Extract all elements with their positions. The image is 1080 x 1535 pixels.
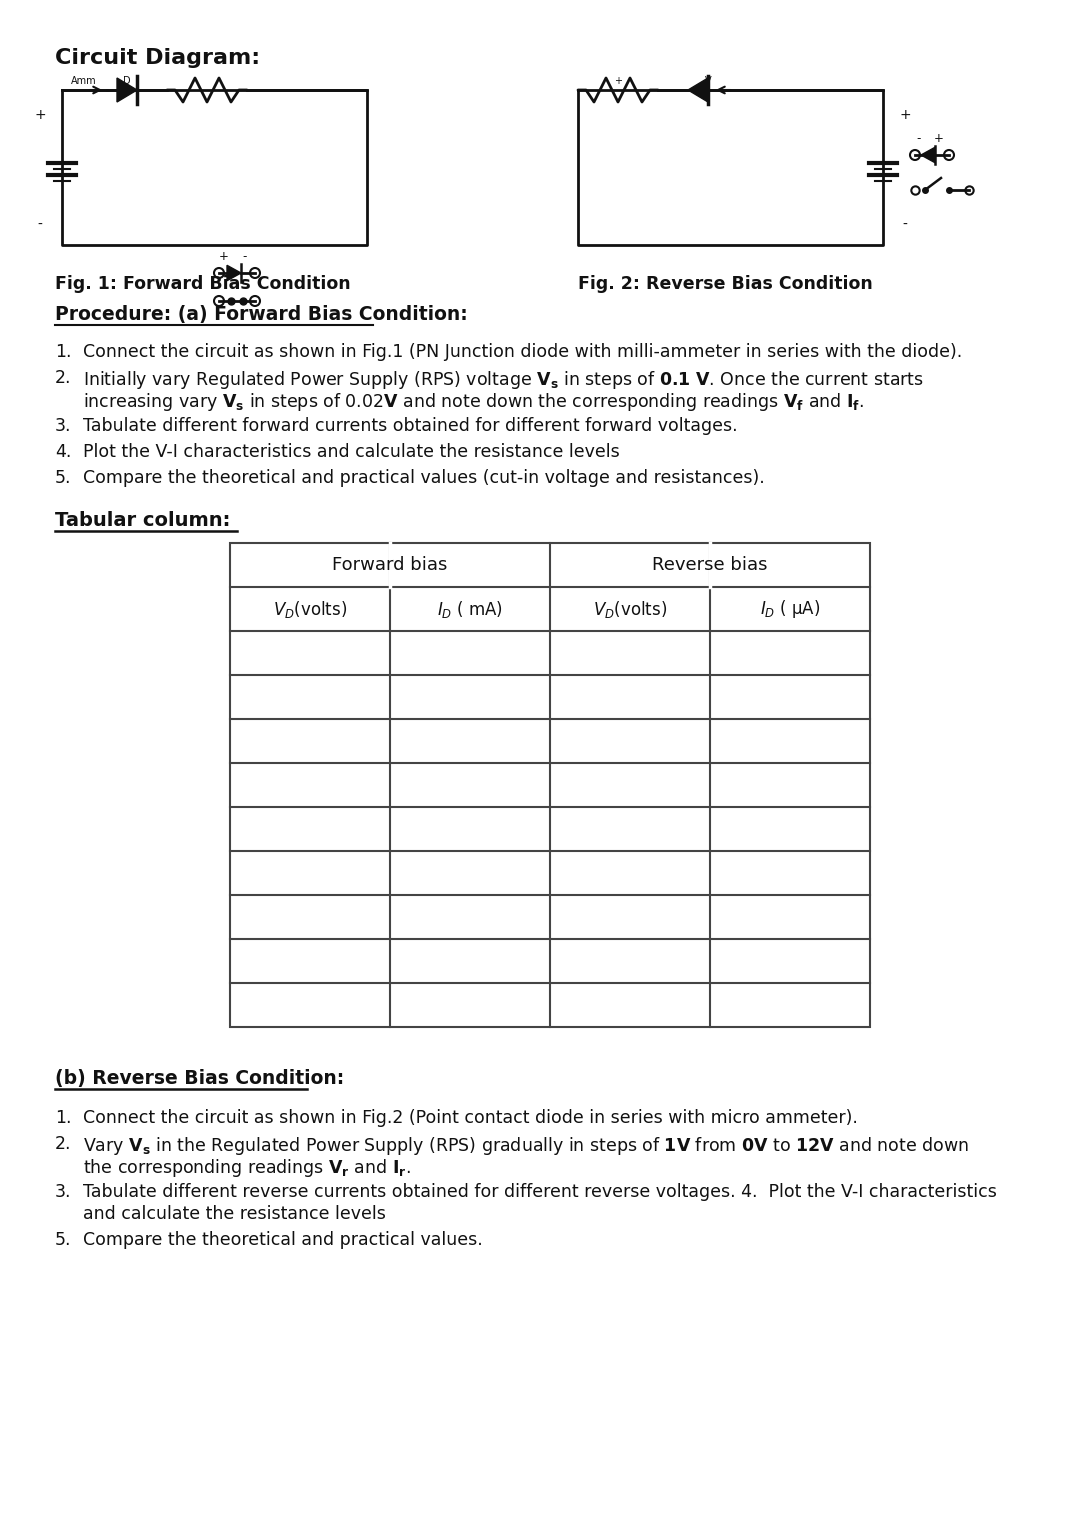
Text: 3.: 3. — [55, 418, 71, 434]
Text: Amm: Amm — [71, 77, 97, 86]
Polygon shape — [921, 147, 935, 163]
Text: Circuit Diagram:: Circuit Diagram: — [55, 48, 260, 68]
Text: Compare the theoretical and practical values (cut-in voltage and resistances).: Compare the theoretical and practical va… — [83, 470, 765, 487]
Text: $I_D$ ( μA): $I_D$ ( μA) — [759, 599, 820, 620]
Text: Connect the circuit as shown in Fig.1 (PN Junction diode with milli-ammeter in s: Connect the circuit as shown in Fig.1 (P… — [83, 342, 962, 361]
Text: +: + — [219, 250, 229, 262]
Text: 4.: 4. — [55, 444, 71, 460]
Text: 2.: 2. — [55, 1134, 71, 1153]
Text: $V_D$(volts): $V_D$(volts) — [593, 599, 667, 620]
Text: +: + — [934, 132, 944, 144]
Text: +: + — [615, 77, 622, 86]
Text: -: - — [38, 218, 42, 232]
Text: Fig. 1: Forward Bias Condition: Fig. 1: Forward Bias Condition — [55, 275, 351, 293]
Text: (b) Reverse Bias Condition:: (b) Reverse Bias Condition: — [55, 1068, 345, 1088]
Text: Tabulate different reverse currents obtained for different reverse voltages. 4. : Tabulate different reverse currents obta… — [83, 1183, 997, 1200]
Text: Procedure: (a) Forward Bias Condition:: Procedure: (a) Forward Bias Condition: — [55, 305, 468, 324]
Text: -: - — [903, 218, 907, 232]
Text: Compare the theoretical and practical values.: Compare the theoretical and practical va… — [83, 1231, 483, 1249]
Polygon shape — [227, 266, 241, 281]
Text: +: + — [900, 107, 910, 121]
Text: 5.: 5. — [55, 1231, 71, 1249]
Text: D: D — [123, 77, 131, 86]
Text: 1.: 1. — [55, 1108, 71, 1127]
Text: Initially vary Regulated Power Supply (RPS) voltage $\mathbf{V_s}$ in steps of $: Initially vary Regulated Power Supply (R… — [83, 368, 924, 391]
Text: Tabular column:: Tabular column: — [55, 511, 230, 530]
Text: Forward bias: Forward bias — [333, 556, 448, 574]
Text: and calculate the resistance levels: and calculate the resistance levels — [83, 1205, 386, 1223]
Text: Vary $\mathbf{V_s}$ in the Regulated Power Supply (RPS) gradually in steps of $\: Vary $\mathbf{V_s}$ in the Regulated Pow… — [83, 1134, 969, 1157]
Text: increasing vary $\mathbf{V_s}$ in steps of 0.02$\mathbf{V}$ and note down the co: increasing vary $\mathbf{V_s}$ in steps … — [83, 391, 864, 413]
Polygon shape — [688, 78, 708, 101]
Bar — [230, 543, 870, 1027]
Text: $I_D$ ( mA): $I_D$ ( mA) — [437, 599, 503, 620]
Text: +: + — [35, 107, 45, 121]
Text: Reverse bias: Reverse bias — [652, 556, 768, 574]
Text: -: - — [243, 250, 247, 262]
Text: $V_D$(volts): $V_D$(volts) — [273, 599, 347, 620]
Text: 1.: 1. — [55, 342, 71, 361]
Text: 5.: 5. — [55, 470, 71, 487]
Text: Fig. 2: Reverse Bias Condition: Fig. 2: Reverse Bias Condition — [578, 275, 873, 293]
Text: -: - — [917, 132, 921, 144]
Text: Tabulate different forward currents obtained for different forward voltages.: Tabulate different forward currents obta… — [83, 418, 738, 434]
Text: 3.: 3. — [55, 1183, 71, 1200]
Text: the corresponding readings $\mathbf{V_r}$ and $\mathbf{I_r}$.: the corresponding readings $\mathbf{V_r}… — [83, 1157, 410, 1179]
Text: 2.: 2. — [55, 368, 71, 387]
Text: Connect the circuit as shown in Fig.2 (Point contact diode in series with micro : Connect the circuit as shown in Fig.2 (P… — [83, 1108, 858, 1127]
Text: V: V — [704, 77, 712, 86]
Polygon shape — [117, 78, 137, 101]
Text: Plot the V-I characteristics and calculate the resistance levels: Plot the V-I characteristics and calcula… — [83, 444, 620, 460]
